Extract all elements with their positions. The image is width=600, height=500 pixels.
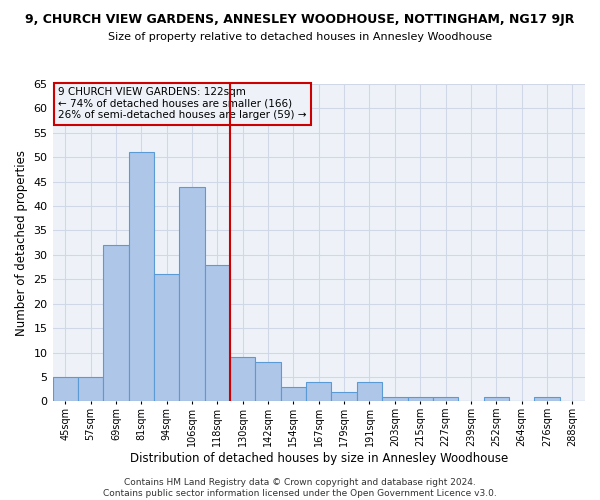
Bar <box>78 377 103 402</box>
X-axis label: Distribution of detached houses by size in Annesley Woodhouse: Distribution of detached houses by size … <box>130 452 508 465</box>
Text: Contains HM Land Registry data © Crown copyright and database right 2024.
Contai: Contains HM Land Registry data © Crown c… <box>103 478 497 498</box>
Bar <box>281 386 306 402</box>
Text: 9, CHURCH VIEW GARDENS, ANNESLEY WOODHOUSE, NOTTINGHAM, NG17 9JR: 9, CHURCH VIEW GARDENS, ANNESLEY WOODHOU… <box>25 12 575 26</box>
Bar <box>433 396 458 402</box>
Bar <box>53 377 78 402</box>
Bar <box>205 264 230 402</box>
Bar <box>407 396 433 402</box>
Bar <box>154 274 179 402</box>
Text: 9 CHURCH VIEW GARDENS: 122sqm
← 74% of detached houses are smaller (166)
26% of : 9 CHURCH VIEW GARDENS: 122sqm ← 74% of d… <box>58 87 307 120</box>
Bar <box>128 152 154 402</box>
Bar <box>382 396 407 402</box>
Bar <box>179 186 205 402</box>
Bar <box>357 382 382 402</box>
Bar <box>230 358 256 402</box>
Bar <box>256 362 281 402</box>
Text: Size of property relative to detached houses in Annesley Woodhouse: Size of property relative to detached ho… <box>108 32 492 42</box>
Bar <box>103 245 128 402</box>
Bar <box>534 396 560 402</box>
Bar <box>306 382 331 402</box>
Y-axis label: Number of detached properties: Number of detached properties <box>15 150 28 336</box>
Bar <box>331 392 357 402</box>
Bar <box>484 396 509 402</box>
